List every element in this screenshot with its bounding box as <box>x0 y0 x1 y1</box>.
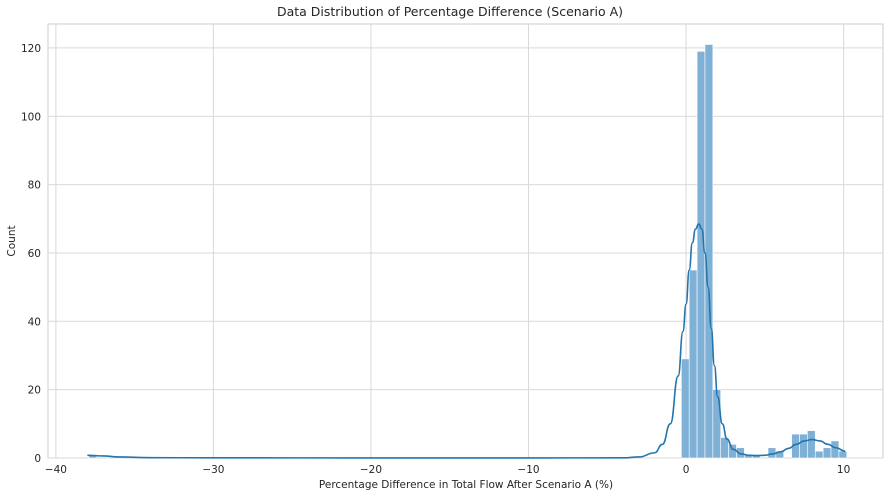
x-axis-label: Percentage Difference in Total Flow Afte… <box>319 479 613 491</box>
x-tick-label: −10 <box>517 464 539 476</box>
kde-curve-group <box>87 223 846 459</box>
y-tick-labels: 0 20 40 60 80 100 120 <box>21 43 41 465</box>
y-tick-label: 120 <box>21 43 41 55</box>
histogram-bar <box>807 430 816 459</box>
chart-title: Data Distribution of Percentage Differen… <box>277 4 623 19</box>
kde-curve <box>87 223 846 459</box>
histogram-bar <box>736 447 745 459</box>
y-tick-label: 0 <box>34 453 41 465</box>
y-tick-label: 40 <box>28 316 41 328</box>
histogram-bar <box>704 44 714 459</box>
y-tick-label: 60 <box>28 248 41 260</box>
histogram-bar <box>696 51 706 459</box>
x-tick-label: −40 <box>45 464 67 476</box>
histogram-bar <box>681 358 690 459</box>
histogram-bar <box>688 269 698 459</box>
histogram-bar <box>712 389 722 459</box>
histogram-bar <box>720 437 729 459</box>
histogram-bar <box>728 444 737 459</box>
histogram-bar <box>799 433 808 459</box>
y-tick-label: 80 <box>28 180 41 192</box>
plot-area <box>47 23 884 459</box>
histogram-bar <box>814 450 824 459</box>
histogram-bar <box>822 447 832 459</box>
x-tick-label: 10 <box>837 464 850 476</box>
x-tick-label: 0 <box>683 464 690 476</box>
x-tick-labels: −40 −30 −20 −10 0 10 <box>45 464 851 476</box>
x-tick-label: −20 <box>360 464 382 476</box>
histogram-bar <box>838 450 848 459</box>
y-tick-label: 20 <box>28 385 41 397</box>
grid-lines <box>48 24 883 459</box>
y-axis-label: Count <box>6 225 18 256</box>
histogram-bars <box>88 44 848 459</box>
y-tick-label: 100 <box>21 111 41 123</box>
histogram-bar <box>830 440 840 459</box>
x-tick-label: −30 <box>202 464 224 476</box>
